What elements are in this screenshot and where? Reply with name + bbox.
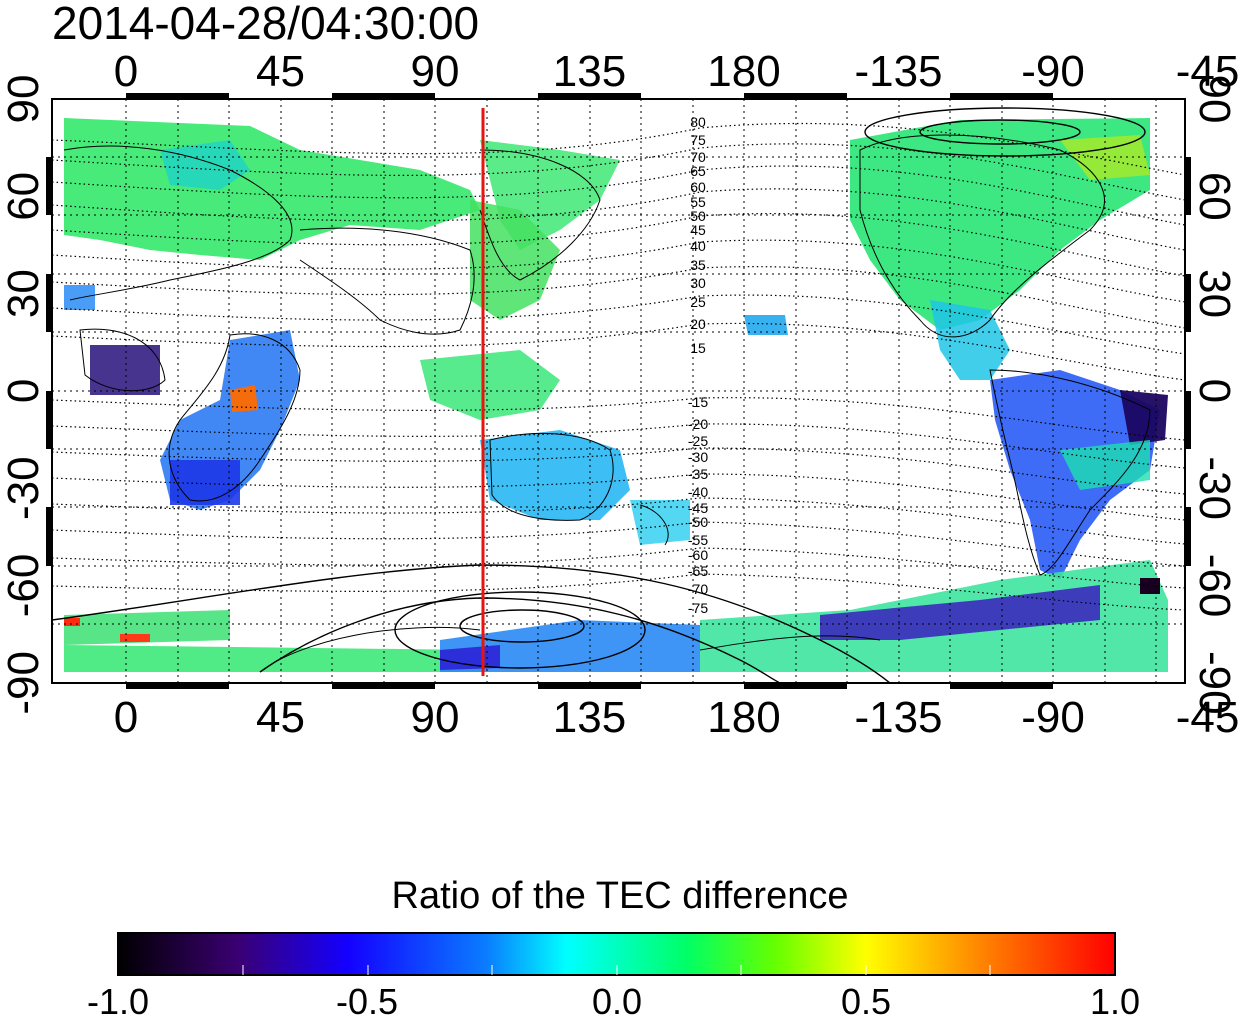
contour-label--30: -30 bbox=[688, 449, 708, 465]
colorbar-tick-label: -0.5 bbox=[335, 981, 399, 1022]
lon-tick-top--45: -45 bbox=[1176, 47, 1240, 96]
tec-data-layer bbox=[64, 118, 1168, 672]
contour-label-25: 25 bbox=[690, 294, 706, 310]
colorbar-tick-label: 0.0 bbox=[591, 981, 643, 1022]
contour-label-30: 30 bbox=[690, 275, 706, 291]
lat-tick-left--30: -30 bbox=[0, 456, 48, 520]
lon-tick-top--90: -90 bbox=[1021, 47, 1085, 96]
lat-tick-right-60: 60 bbox=[1190, 172, 1239, 221]
contour-labels-south: -15 -20-25-30-35 -40-45-50 -55-60-65 -70 -75 bbox=[688, 394, 708, 616]
lon-tick-bottom-180: 180 bbox=[707, 693, 780, 742]
contour-label--15: -15 bbox=[688, 394, 708, 410]
lon-tick-top-180: 180 bbox=[707, 47, 780, 96]
lon-tick-bottom-45: 45 bbox=[256, 693, 305, 742]
contour-label-40: 40 bbox=[690, 238, 706, 254]
lon-tick-bottom--135: -135 bbox=[854, 693, 942, 742]
contour-label--60: -60 bbox=[688, 547, 708, 563]
lon-tick-bottom-90: 90 bbox=[411, 693, 460, 742]
contour-label--70: -70 bbox=[688, 581, 708, 597]
contour-label-50: 50 bbox=[690, 208, 706, 224]
contour-label--45: -45 bbox=[688, 500, 708, 516]
lon-tick-top-90: 90 bbox=[411, 47, 460, 96]
lon-tick-bottom-0: 0 bbox=[114, 693, 138, 742]
coastlines bbox=[63, 134, 1151, 673]
lat-tick-right-0: 0 bbox=[1190, 379, 1239, 403]
contour-label--25: -25 bbox=[688, 433, 708, 449]
lon-tick-top-135: 135 bbox=[553, 47, 626, 96]
contour-label--40: -40 bbox=[688, 484, 708, 500]
contour-label--75: -75 bbox=[688, 600, 708, 616]
contour-label-45: 45 bbox=[690, 222, 706, 238]
lon-tick-top-0: 0 bbox=[114, 47, 138, 96]
page-title: 2014-04-28/04:30:00 bbox=[52, 0, 480, 49]
contour-label-35: 35 bbox=[690, 257, 706, 273]
lat-tick-left-30: 30 bbox=[0, 269, 48, 318]
lat-tick-left-90: 90 bbox=[0, 75, 48, 124]
lon-tick-bottom--45: -45 bbox=[1176, 693, 1240, 742]
contour-label-60: 60 bbox=[690, 179, 706, 195]
contour-label--50: -50 bbox=[688, 514, 708, 530]
lat-tick-right--60: -60 bbox=[1190, 554, 1239, 618]
contour-label--35: -35 bbox=[688, 466, 708, 482]
colorbar-tick-label: -1.0 bbox=[86, 981, 150, 1022]
contour-label-70: 70 bbox=[690, 149, 706, 165]
colorbar-tick-label: 0.5 bbox=[840, 981, 892, 1022]
lon-tick-bottom-135: 135 bbox=[553, 693, 626, 742]
map-graticule bbox=[52, 99, 1185, 683]
contour-label-15: 15 bbox=[690, 340, 706, 356]
colorbar-ticks bbox=[242, 965, 991, 975]
lat-tick-right--90: -90 bbox=[1190, 651, 1239, 715]
lon-tick-top--135: -135 bbox=[854, 47, 942, 96]
lon-tick-bottom--90: -90 bbox=[1021, 693, 1085, 742]
frame-tick-bars bbox=[46, 93, 1191, 689]
lat-tick-left--60: -60 bbox=[0, 554, 48, 618]
latitude-ticks-left: 90 60 30 0 -30 -60 -90 bbox=[0, 75, 48, 715]
lat-tick-left--90: -90 bbox=[0, 651, 48, 715]
contour-label-20: 20 bbox=[690, 316, 706, 332]
longitude-ticks-top: 0 45 90 135 180 -135 -90 -45 bbox=[114, 47, 1240, 96]
colorbar-tick-label: 1.0 bbox=[1089, 981, 1141, 1022]
lon-tick-top-45: 45 bbox=[256, 47, 305, 96]
contour-label--65: -65 bbox=[688, 563, 708, 579]
contour-label-65: 65 bbox=[690, 163, 706, 179]
contour-label-75: 75 bbox=[690, 132, 706, 148]
polar-contours bbox=[52, 107, 1146, 683]
contour-label--20: -20 bbox=[688, 416, 708, 432]
lat-tick-right-90: 90 bbox=[1190, 75, 1239, 124]
contour-label-80: 80 bbox=[690, 114, 706, 130]
colorbar-title: Ratio of the TEC difference bbox=[391, 875, 849, 917]
longitude-ticks-bottom: 0 45 90 135 180 -135 -90 -45 bbox=[114, 693, 1240, 742]
lat-tick-right--30: -30 bbox=[1190, 456, 1239, 520]
lat-tick-right-30: 30 bbox=[1190, 269, 1239, 318]
latitude-ticks-right: 90 60 30 0 -30 -60 -90 bbox=[1190, 75, 1239, 715]
contour-label-55: 55 bbox=[690, 194, 706, 210]
lat-tick-left-0: 0 bbox=[0, 379, 48, 403]
contour-label--55: -55 bbox=[688, 532, 708, 548]
lat-tick-left-60: 60 bbox=[0, 172, 48, 221]
